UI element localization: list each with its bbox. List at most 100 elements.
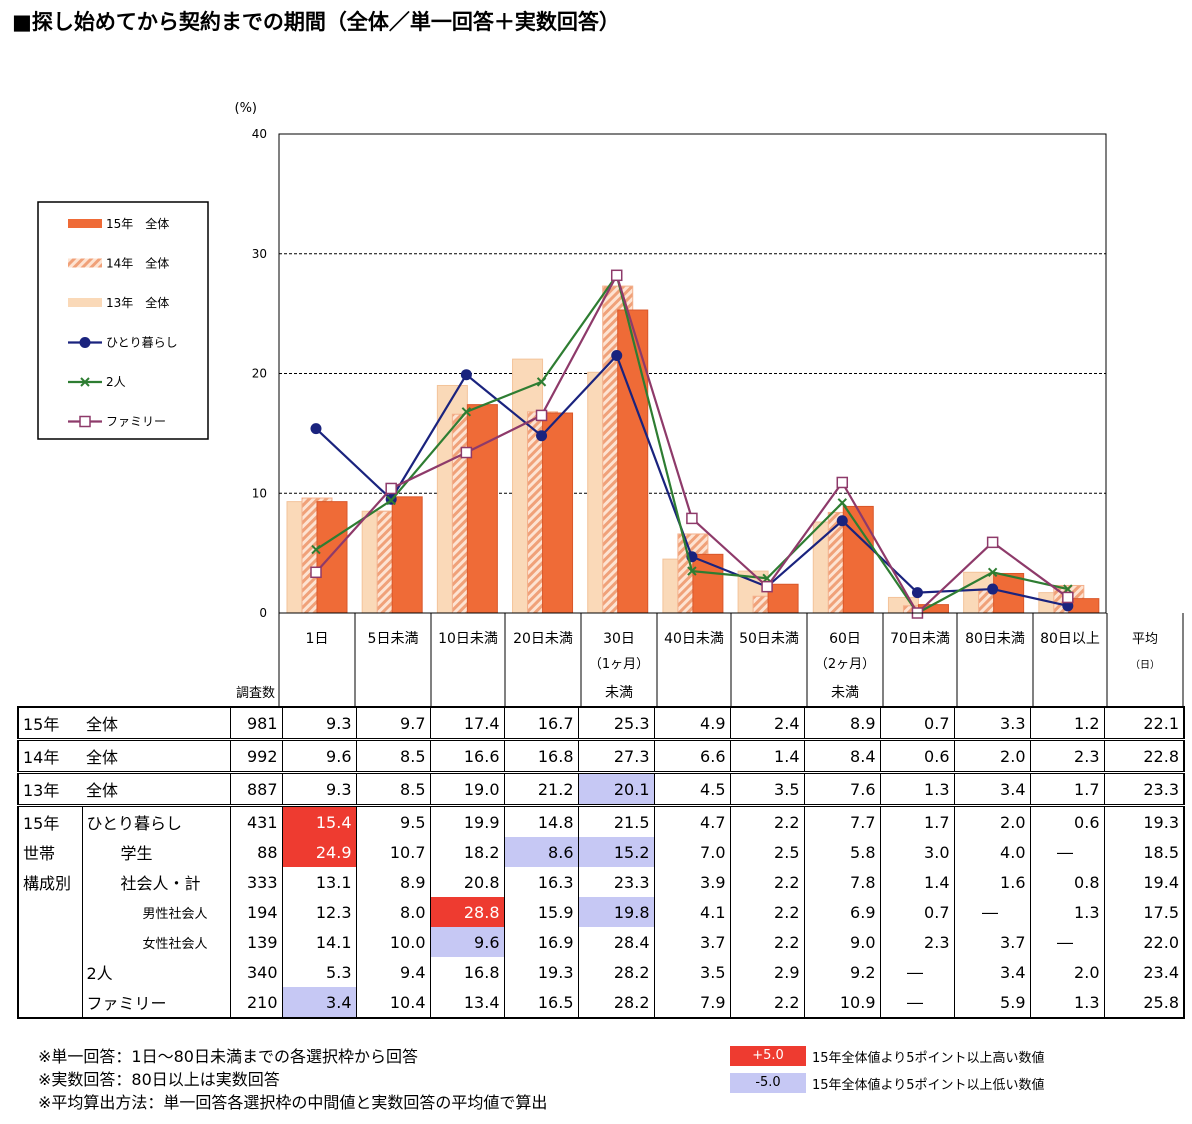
combo-chart: 0 10 20 30 40 (%) 1日 5日未満 10日未満 20日未満 30日 （1ヶ月） 未満 4… xyxy=(37,101,1184,706)
column-header-label: 40日未満 xyxy=(664,631,724,647)
table-cell: 3.0 xyxy=(879,837,954,867)
column-header-sub: （2ヶ月） xyxy=(815,657,875,672)
table-cell: 19.3 xyxy=(503,957,578,987)
bar-15-total xyxy=(466,404,498,614)
table-cell: 25.8 xyxy=(1103,987,1184,1018)
table-cell: 7.7 xyxy=(803,804,880,837)
point-family xyxy=(535,409,548,422)
y-tick-label: 30 xyxy=(252,247,267,261)
table-cell: 8.9 xyxy=(355,867,430,897)
table-cell: 1.3 xyxy=(1029,987,1104,1018)
table-cell: 2.3 xyxy=(1029,738,1104,773)
legend-item: 13年 全体 xyxy=(68,295,169,310)
table-cell: 9.6 xyxy=(429,927,504,957)
table-cell: 19.3 xyxy=(1103,804,1184,837)
table-cell: 12.3 xyxy=(281,897,356,927)
row-group-label: 構成別 xyxy=(18,867,83,897)
table-cell: 1.4 xyxy=(879,867,954,897)
legend-label: 14年 全体 xyxy=(106,256,169,271)
row-label: 男性社会人 xyxy=(142,906,208,922)
legend-swatch xyxy=(68,258,102,268)
bar-15-total xyxy=(767,583,799,614)
plot-frame xyxy=(278,133,1107,614)
table-cell: 6.9 xyxy=(803,897,880,927)
row-group-label xyxy=(18,897,83,927)
table-cell: 1.7 xyxy=(1029,771,1104,806)
legend-item: 2人 xyxy=(68,375,126,389)
row-group-label: 13年 xyxy=(18,771,82,806)
table-cell: 1.7 xyxy=(879,804,954,837)
key-low-text: 15年全体値より5ポイント以上低い数値 xyxy=(812,1078,1045,1093)
table-cell: 28.8 xyxy=(429,897,504,927)
table-cell: 17.5 xyxy=(1103,897,1184,927)
column-header-label: 70日未満 xyxy=(890,631,950,647)
column-header-label: 20日未満 xyxy=(513,631,573,647)
point-single xyxy=(611,350,623,362)
sample-size: 194 xyxy=(229,897,283,927)
legend-label: 15年 全体 xyxy=(106,216,169,231)
table-cell: 23.3 xyxy=(1103,771,1184,806)
column-header-label: 50日未満 xyxy=(739,631,799,647)
table-cell: 27.3 xyxy=(577,738,654,773)
point-couple xyxy=(311,544,321,555)
table-cell: 22.8 xyxy=(1103,738,1184,773)
y-unit-label: (%) xyxy=(235,101,258,116)
sample-size: 333 xyxy=(229,867,283,897)
table-cell: 10.0 xyxy=(355,927,430,957)
table-cell: 5.8 xyxy=(803,837,880,867)
table-cell: 8.9 xyxy=(803,706,880,740)
point-single xyxy=(310,423,322,435)
table-cell: 13.1 xyxy=(281,867,356,897)
column-header-label: 平均 xyxy=(1132,632,1158,647)
legend-label: ひとり暮らし xyxy=(106,336,178,350)
table-cell: 1.6 xyxy=(953,867,1030,897)
table-cell: 20.8 xyxy=(429,867,504,897)
column-header-label: 10日未満 xyxy=(438,631,498,647)
table-row: 13年 全体 887 9.3 8.5 19.0 21.2 20.1 4.5 3.5 7.6 1.3 3.… xyxy=(18,771,1184,806)
table-cell: ― xyxy=(879,987,954,1018)
table-cell: 16.7 xyxy=(503,706,578,740)
table-cell: 16.5 xyxy=(503,987,578,1018)
legend-swatch xyxy=(68,219,102,228)
table-row: 2人 340 5.3 9.4 16.8 19.3 28.2 3.5 2.9 9.2 ― 3.4 2.0 2… xyxy=(18,957,1184,987)
row-group-label: 15年 xyxy=(18,804,83,837)
table-cell: 20.1 xyxy=(577,771,654,806)
row-label: ひとり暮らし xyxy=(82,804,230,837)
sample-size: 887 xyxy=(229,771,283,806)
key-high-swatch: +5.0 xyxy=(730,1046,806,1066)
table-cell: 0.7 xyxy=(879,706,954,740)
sample-size-header: 調査数 xyxy=(236,686,275,701)
table-cell: 28.4 xyxy=(577,927,654,957)
bar-15-total xyxy=(842,505,874,614)
table-cell: 2.0 xyxy=(953,804,1030,837)
table-row: 男性社会人 194 12.3 8.0 28.8 15.9 19.8 4.1 2.2 6.9 0.7 ―… xyxy=(18,897,1184,927)
table-cell: 9.3 xyxy=(281,706,356,740)
legend-item: 15年 全体 xyxy=(68,216,169,231)
column-header-label: 30日 xyxy=(603,631,635,647)
legend-box xyxy=(37,201,209,440)
table-cell: 3.4 xyxy=(953,957,1030,987)
table-row: 15年 全体 981 9.3 9.7 17.4 16.7 25.3 4.9 2.4 8.9 0.7 3.… xyxy=(18,706,1184,740)
point-single xyxy=(536,430,548,442)
point-family xyxy=(761,580,773,593)
legend-item: 14年 全体 xyxy=(68,256,169,271)
table-cell: 16.3 xyxy=(503,867,578,897)
table-cell: 8.4 xyxy=(803,738,880,773)
table-cell: 16.6 xyxy=(429,738,504,773)
table-cell: 2.2 xyxy=(729,987,804,1018)
table-cell: 7.8 xyxy=(803,867,880,897)
legend-swatch xyxy=(68,298,102,307)
table-cell: 7.9 xyxy=(653,987,730,1018)
table-cell: 16.9 xyxy=(503,927,578,957)
point-family xyxy=(986,536,999,549)
table-cell: 9.6 xyxy=(281,738,356,773)
column-header-label: 80日以上 xyxy=(1040,631,1100,647)
point-couple xyxy=(461,407,472,417)
point-single xyxy=(911,587,923,599)
table-row: ファミリー 210 3.4 10.4 13.4 16.5 28.2 7.9 2.2 10.9 ― 5.… xyxy=(18,987,1184,1018)
table-cell: 22.0 xyxy=(1103,927,1184,957)
table-cell: 1.3 xyxy=(1029,897,1104,927)
table-cell: 23.4 xyxy=(1103,957,1184,987)
point-family xyxy=(1062,591,1074,604)
table-cell: 2.3 xyxy=(879,927,954,957)
